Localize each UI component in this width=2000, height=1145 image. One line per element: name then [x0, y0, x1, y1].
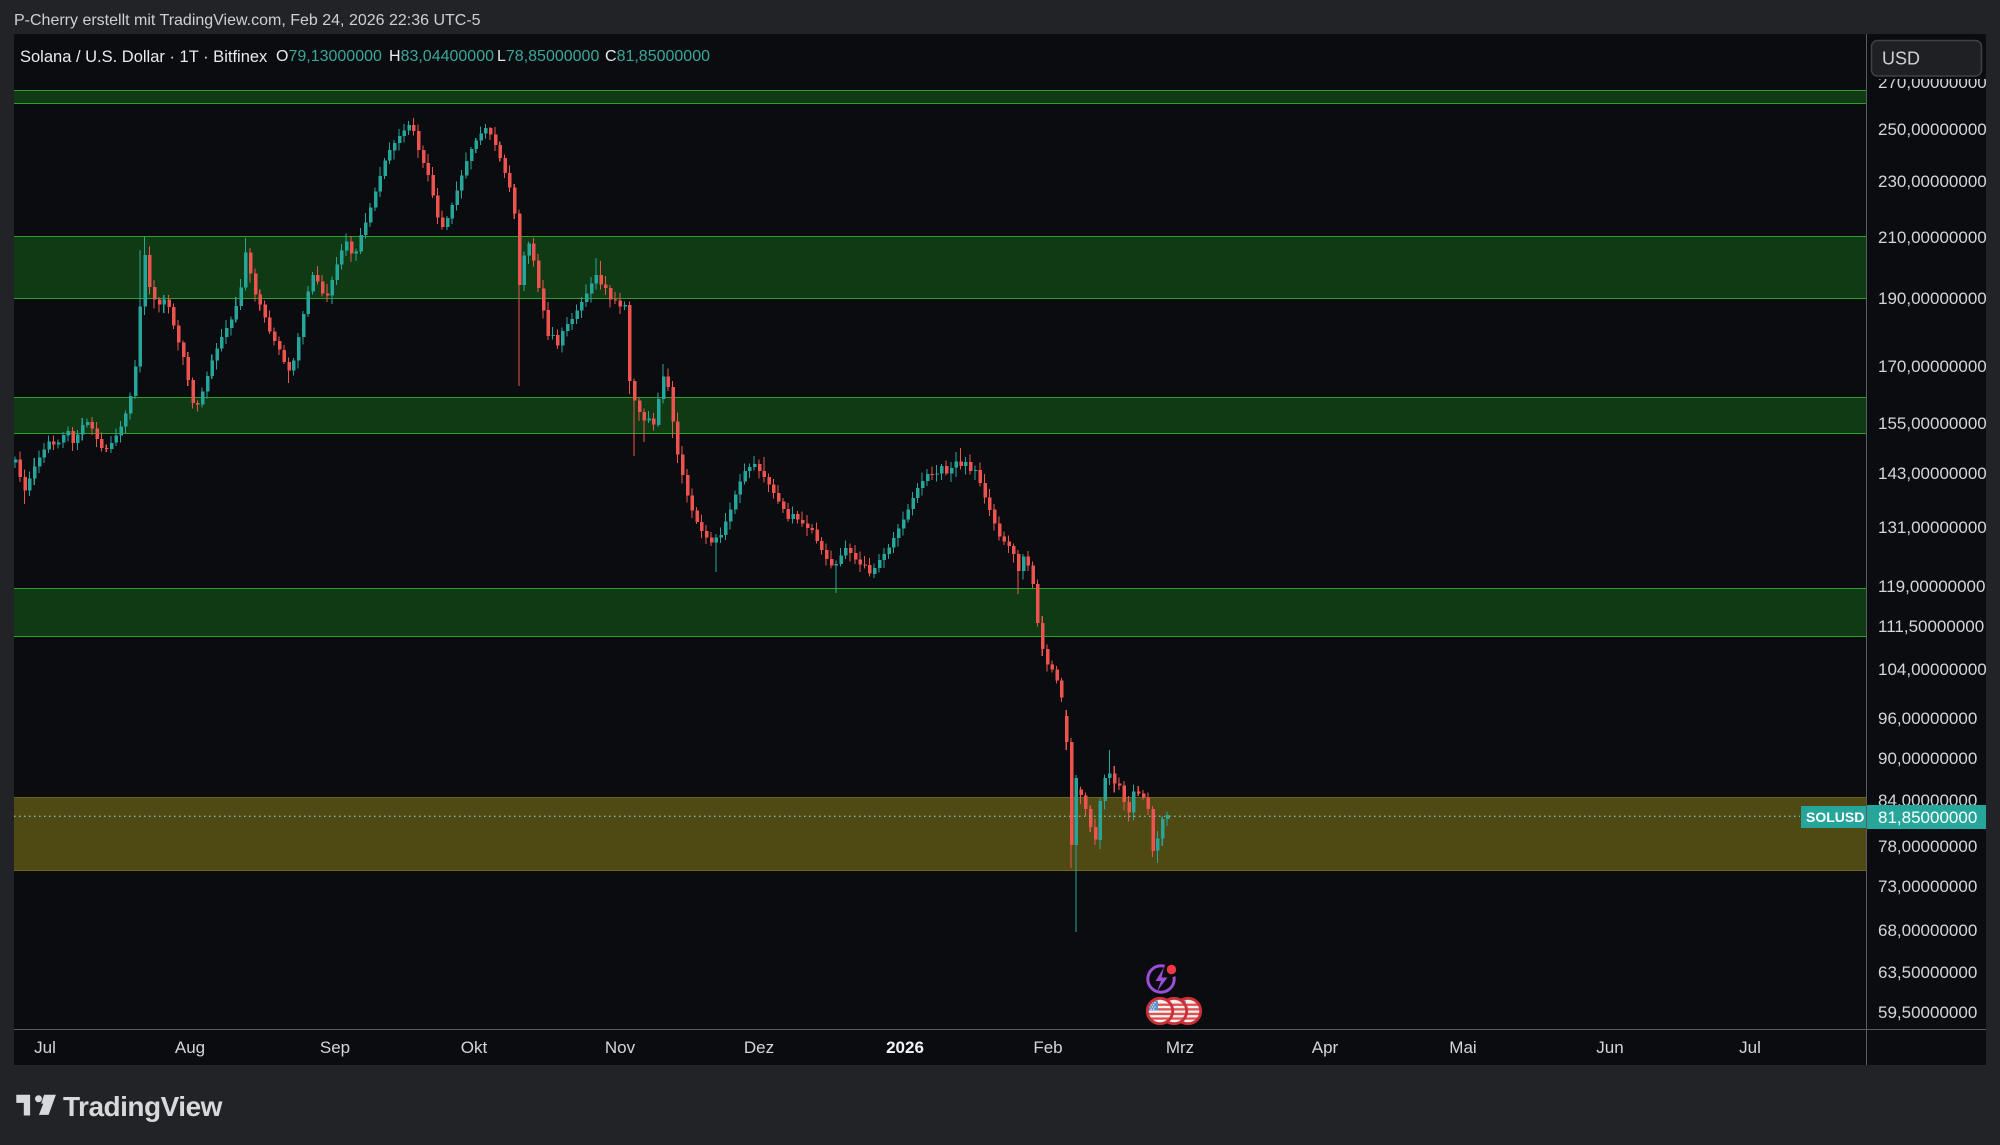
svg-text:155,00000000: 155,00000000 [1878, 414, 1987, 433]
svg-text:250,00000000: 250,00000000 [1878, 120, 1987, 139]
svg-text:96,00000000: 96,00000000 [1878, 709, 1977, 728]
svg-text:Sep: Sep [320, 1038, 350, 1057]
svg-text:Jul: Jul [34, 1038, 56, 1057]
svg-text:Feb: Feb [1033, 1038, 1062, 1057]
svg-text:190,00000000: 190,00000000 [1878, 289, 1987, 308]
svg-text:104,00000000: 104,00000000 [1878, 660, 1987, 679]
svg-text:170,00000000: 170,00000000 [1878, 357, 1987, 376]
svg-text:L78,85000000: L78,85000000 [497, 48, 599, 65]
svg-text:Dez: Dez [744, 1038, 774, 1057]
svg-text:Apr: Apr [1312, 1038, 1339, 1057]
svg-text:Aug: Aug [175, 1038, 205, 1057]
svg-text:USD: USD [1882, 49, 1920, 69]
svg-text:C81,85000000: C81,85000000 [605, 48, 710, 65]
svg-text:73,00000000: 73,00000000 [1878, 877, 1977, 896]
svg-text:SOLUSD: SOLUSD [1806, 809, 1864, 825]
svg-text:Mai: Mai [1449, 1038, 1476, 1057]
svg-text:63,50000000: 63,50000000 [1878, 963, 1977, 982]
svg-text:81,85000000: 81,85000000 [1878, 808, 1977, 827]
svg-text:2026: 2026 [886, 1038, 924, 1057]
svg-text:TradingView: TradingView [63, 1091, 223, 1122]
svg-text:111,50000000: 111,50000000 [1878, 617, 1984, 636]
svg-text:143,00000000: 143,00000000 [1878, 464, 1987, 483]
svg-text:68,00000000: 68,00000000 [1878, 921, 1977, 940]
svg-text:O79,13000000: O79,13000000 [276, 48, 382, 65]
svg-text:90,00000000: 90,00000000 [1878, 749, 1977, 768]
svg-text:Jun: Jun [1596, 1038, 1623, 1057]
svg-text:H83,04400000: H83,04400000 [389, 48, 494, 65]
svg-text:P-Cherry erstellt mit TradingV: P-Cherry erstellt mit TradingView.com, F… [14, 12, 481, 29]
svg-text:Solana / U.S. Dollar · 1T · Bi: Solana / U.S. Dollar · 1T · Bitfinex [20, 48, 268, 66]
svg-text:131,00000000: 131,00000000 [1878, 518, 1987, 537]
svg-text:59,50000000: 59,50000000 [1878, 1003, 1977, 1022]
svg-text:Mrz: Mrz [1166, 1038, 1194, 1057]
svg-text:Okt: Okt [461, 1038, 488, 1057]
svg-text:78,00000000: 78,00000000 [1878, 837, 1977, 856]
svg-text:119,00000000: 119,00000000 [1878, 577, 1985, 596]
svg-text:230,00000000: 230,00000000 [1878, 172, 1987, 191]
svg-text:Nov: Nov [605, 1038, 636, 1057]
svg-text:210,00000000: 210,00000000 [1878, 228, 1987, 247]
svg-text:Jul: Jul [1739, 1038, 1761, 1057]
